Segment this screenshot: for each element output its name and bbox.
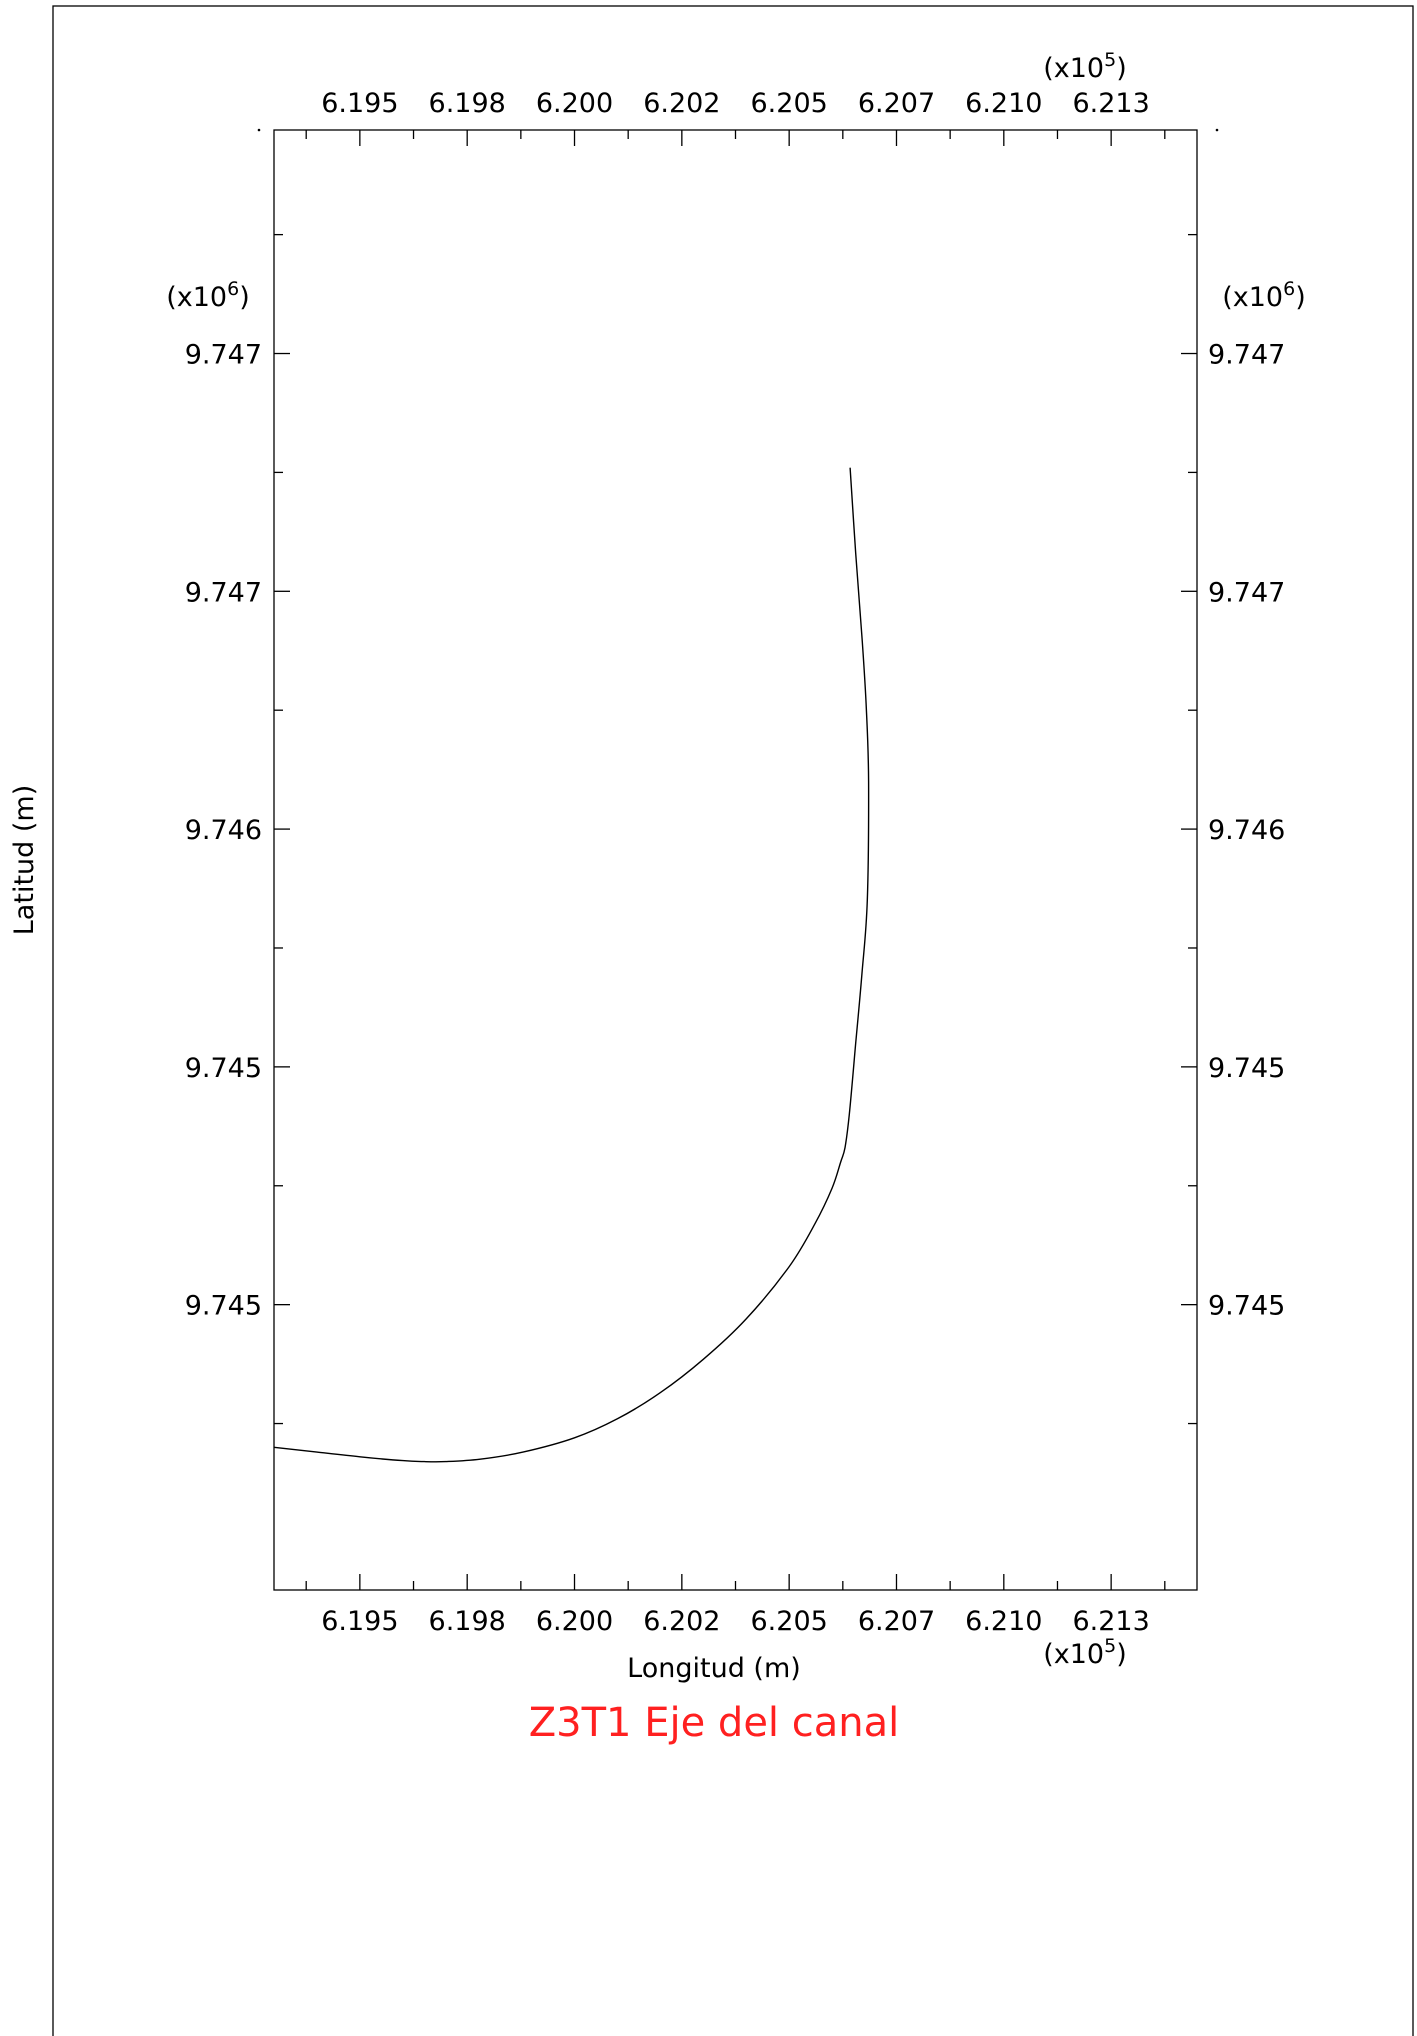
x-multiplier-top: (x105): [1043, 49, 1127, 84]
x-multiplier-top-paren: ): [1116, 53, 1127, 84]
x-multiplier-top-exp: 5: [1104, 49, 1116, 71]
x-tick-label-bottom: 6.210: [965, 1606, 1042, 1637]
x-tick-label-bottom: 6.198: [429, 1606, 506, 1637]
y-tick-labels: 9.747 9.747 9.747 9.747 9.746 9.746 9.745 9.745…: [185, 340, 1286, 1322]
y-tick-label-right: 9.747: [1208, 340, 1285, 371]
channel-axis-line: [273, 467, 870, 1463]
y-multiplier-right-base: (x10: [1222, 282, 1283, 313]
x-multiplier-bottom: (x105): [1043, 1635, 1127, 1670]
corner-dot: [1215, 128, 1219, 132]
y-tick-label-left: 9.745: [185, 1053, 262, 1084]
x-multiplier-bottom-exp: 5: [1104, 1635, 1116, 1657]
y-tick-label-left: 9.746: [185, 815, 262, 846]
y-tick-label-right: 9.746: [1208, 815, 1285, 846]
corner-dot: [257, 128, 261, 132]
y-multiplier-left-exp: 6: [227, 278, 239, 300]
plot-area-border: [273, 129, 1198, 1591]
y-multiplier-right-paren: ): [1295, 282, 1306, 313]
x-tick-label-top: 6.213: [1072, 88, 1149, 119]
axis-ticks: [257, 128, 1219, 1590]
x-tick-label-bottom: 6.195: [321, 1606, 398, 1637]
y-tick-label-left: 9.747: [185, 340, 262, 371]
x-multiplier-bottom-paren: ): [1116, 1639, 1127, 1670]
y-tick-label-left: 9.747: [185, 577, 262, 608]
x-tick-labels: 6.195 6.195 6.198 6.198 6.200 6.200 6.202 6.202…: [321, 88, 1150, 1637]
x-multiplier-top-base: (x10: [1043, 53, 1104, 84]
y-tick-label-right: 9.747: [1208, 577, 1285, 608]
page-frame: [52, 5, 1414, 2036]
y-multiplier-left-base: (x10: [166, 282, 227, 313]
x-tick-label-top: 6.200: [536, 88, 613, 119]
y-multiplier-left-paren: ): [239, 282, 250, 313]
y-tick-label-right: 9.745: [1208, 1291, 1285, 1322]
x-tick-label-top: 6.202: [643, 88, 720, 119]
y-multiplier-right: (x106): [1222, 278, 1306, 313]
y-axis-label: Latitud (m): [9, 785, 40, 935]
x-multiplier-bottom-base: (x10: [1043, 1639, 1104, 1670]
x-tick-label-bottom: 6.213: [1072, 1606, 1149, 1637]
y-tick-label-right: 9.745: [1208, 1053, 1285, 1084]
x-tick-label-top: 6.210: [965, 88, 1042, 119]
x-tick-label-top: 6.207: [858, 88, 935, 119]
x-axis-label: Longitud (m): [627, 1653, 801, 1684]
chart-title: Z3T1 Eje del canal: [529, 1700, 899, 1746]
x-tick-label-top: 6.198: [429, 88, 506, 119]
x-tick-label-top: 6.205: [751, 88, 828, 119]
x-tick-label-bottom: 6.207: [858, 1606, 935, 1637]
y-tick-label-left: 9.745: [185, 1291, 262, 1322]
x-tick-label-bottom: 6.205: [751, 1606, 828, 1637]
x-tick-label-bottom: 6.202: [643, 1606, 720, 1637]
y-multiplier-left: (x106): [166, 278, 250, 313]
x-tick-label-top: 6.195: [321, 88, 398, 119]
y-multiplier-right-exp: 6: [1283, 278, 1295, 300]
x-tick-label-bottom: 6.200: [536, 1606, 613, 1637]
